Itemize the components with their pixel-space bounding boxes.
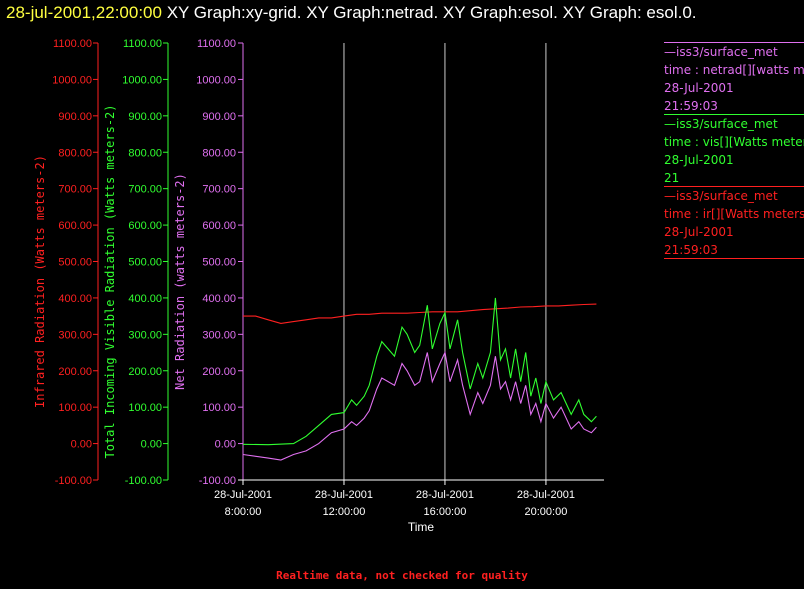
legend-line: —iss3/surface_met bbox=[664, 117, 778, 131]
ir-axis-tick-label: 100.00 bbox=[58, 402, 92, 414]
legend-line: 21:59:03 bbox=[664, 99, 718, 113]
ir-axis-tick-label: 800.00 bbox=[58, 147, 92, 159]
x-tick-label: 28-Jul-2001 bbox=[315, 489, 373, 501]
vis-axis-tick-label: 600.00 bbox=[128, 220, 162, 232]
vis-axis-tick-label: 100.00 bbox=[128, 402, 162, 414]
net-axis-tick-label: 1000.00 bbox=[196, 74, 236, 86]
quality-footer: Realtime data, not checked for quality bbox=[276, 569, 528, 582]
ir-axis-tick-label: 700.00 bbox=[58, 184, 92, 196]
legend-separator bbox=[664, 258, 804, 259]
chart-title: 28-jul-2001,22:00:00 XY Graph:xy-grid. X… bbox=[6, 2, 796, 24]
ir-axis-tick-label: -100.00 bbox=[55, 475, 92, 487]
legend-line: 28-Jul-2001 bbox=[664, 225, 734, 239]
net-axis-tick-label: 1100.00 bbox=[197, 38, 236, 50]
net-axis-tick-label: 800.00 bbox=[202, 147, 236, 159]
x-tick-label: 28-Jul-2001 bbox=[214, 489, 272, 501]
legend-separator bbox=[664, 186, 804, 187]
legend-line: time : vis[][Watts meter bbox=[664, 135, 804, 149]
net-axis-tick-label: 900.00 bbox=[202, 111, 236, 123]
legend-line: 28-Jul-2001 bbox=[664, 153, 734, 167]
net-axis-tick-label: 200.00 bbox=[202, 366, 236, 378]
net-axis-tick-label: -100.00 bbox=[199, 475, 236, 487]
vis-axis-tick-label: 900.00 bbox=[128, 111, 162, 123]
series-net-line bbox=[242, 350, 597, 461]
ir-axis-tick-label: 1000.00 bbox=[52, 74, 92, 86]
legend-line: —iss3/surface_met bbox=[664, 189, 778, 203]
ir-axis-tick-label: 400.00 bbox=[58, 293, 92, 305]
vis-axis-tick-label: 200.00 bbox=[128, 366, 162, 378]
legend-line: time : ir[][Watts meters bbox=[664, 207, 804, 221]
vis-axis-tick-label: -100.00 bbox=[125, 475, 162, 487]
net-axis-tick-label: 600.00 bbox=[202, 220, 236, 232]
net-axis-tick-label: 700.00 bbox=[202, 184, 236, 196]
vis-axis-tick-label: 700.00 bbox=[128, 184, 162, 196]
x-tick-label: 20:00:00 bbox=[525, 506, 568, 518]
radiation-chart: -100.00 0.00 100.00 200.00 300.00 400.00 500.0… bbox=[33, 38, 604, 534]
ir-axis-tick-label: 900.00 bbox=[58, 111, 92, 123]
title-timestamp: 28-jul-2001,22:00:00 bbox=[6, 3, 162, 22]
vis-axis-tick-label: 500.00 bbox=[128, 257, 162, 269]
ir-axis-tick-label: 500.00 bbox=[58, 257, 92, 269]
legend-line: 21:59:03 bbox=[664, 243, 718, 257]
ir-axis-tick-label: 1100.00 bbox=[53, 38, 92, 50]
ir-axis-title: Infrared Radiation (Watts meters-2) bbox=[33, 155, 47, 408]
net-axis-tick-label: 400.00 bbox=[202, 293, 236, 305]
ir-axis-tick-label: 0.00 bbox=[71, 439, 92, 451]
net-axis-tick-label: 300.00 bbox=[202, 329, 236, 341]
series-ir-line bbox=[243, 303, 597, 324]
legend-line: 21 bbox=[664, 171, 680, 185]
x-tick-label: 28-Jul-2001 bbox=[416, 489, 474, 501]
net-axis-title: Net Radiation (watts meters-2) bbox=[173, 173, 187, 390]
x-tick-label: 12:00:00 bbox=[323, 506, 366, 518]
ir-axis-tick-label: 300.00 bbox=[58, 329, 92, 341]
ir-axis-tick-label: 200.00 bbox=[58, 366, 92, 378]
vis-axis-tick-label: 400.00 bbox=[128, 293, 162, 305]
vis-axis-tick-label: 1000.00 bbox=[122, 74, 162, 86]
legend-line: 28-Jul-2001 bbox=[664, 81, 734, 95]
x-tick-label: 8:00:00 bbox=[225, 506, 262, 518]
net-axis-tick-label: 100.00 bbox=[202, 402, 236, 414]
net-axis-tick-label: 500.00 bbox=[202, 257, 236, 269]
vis-axis-tick-label: 300.00 bbox=[128, 329, 162, 341]
series-vis-line bbox=[242, 297, 597, 446]
legend-separator bbox=[664, 114, 804, 115]
vis-axis-tick-label: 0.00 bbox=[141, 439, 162, 451]
ir-axis-tick-label: 600.00 bbox=[58, 220, 92, 232]
x-tick-label: 16:00:00 bbox=[424, 506, 467, 518]
legend-line: —iss3/surface_met bbox=[664, 45, 778, 59]
title-text: XY Graph:xy-grid. XY Graph:netrad. XY Gr… bbox=[161, 3, 697, 22]
x-axis-title: Time bbox=[408, 520, 435, 534]
vis-axis-title: Total Incoming Visible Radiation (Watts … bbox=[103, 104, 117, 458]
legend-line: time : netrad[][watts met bbox=[664, 63, 804, 77]
net-axis-tick-label: 0.00 bbox=[215, 439, 236, 451]
vis-axis-tick-label: 800.00 bbox=[128, 147, 162, 159]
x-tick-label: 28-Jul-2001 bbox=[517, 489, 575, 501]
legend-separator bbox=[664, 42, 804, 43]
vis-axis-tick-label: 1100.00 bbox=[123, 38, 162, 50]
